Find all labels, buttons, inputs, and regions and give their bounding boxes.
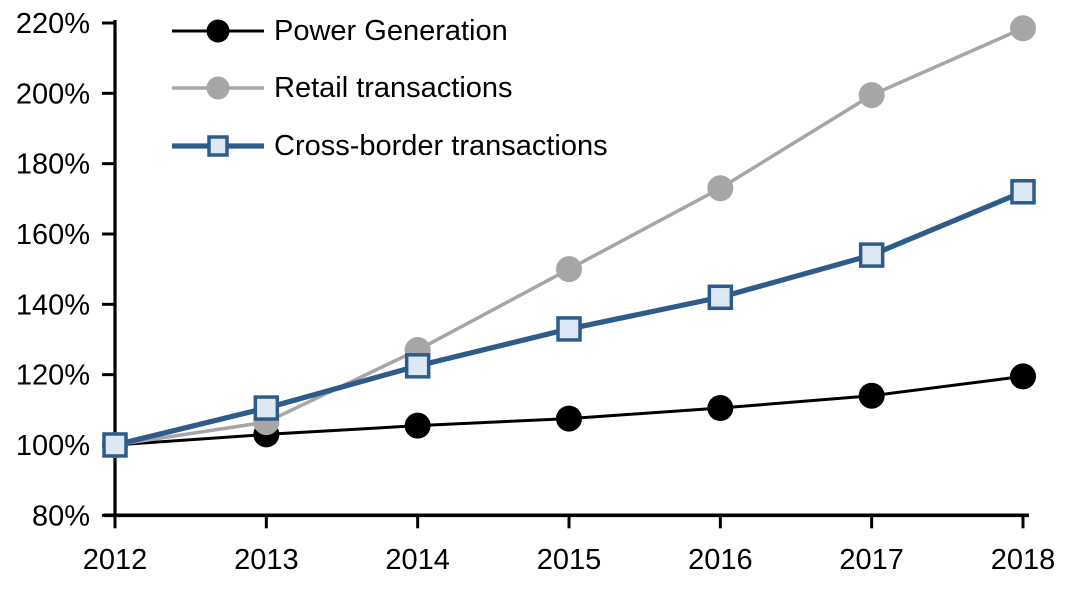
y-tick-label: 220%: [16, 8, 90, 40]
x-tick-label: 2015: [537, 544, 602, 576]
data-point-marker-power-generation: [556, 405, 582, 432]
data-point-marker-cross-border-transactions: [858, 242, 885, 268]
data-point-marker-power-generation: [707, 395, 734, 422]
x-tick-label: 2013: [234, 544, 299, 576]
data-point-marker-retail-transactions: [1010, 15, 1036, 42]
x-tick-label: 2018: [991, 544, 1056, 576]
y-tick-label: 80%: [32, 500, 90, 532]
x-tick-label: 2012: [83, 544, 148, 576]
data-point-marker-cross-border-transactions: [404, 353, 431, 379]
y-tick-label: 100%: [16, 430, 90, 462]
data-point-marker-cross-border-transactions: [1010, 179, 1036, 205]
x-tick-label: 2014: [385, 544, 450, 576]
y-tick-label: 200%: [16, 78, 90, 110]
data-point-marker-power-generation: [858, 382, 885, 409]
data-point-marker-retail-transactions: [707, 175, 734, 202]
series-line-retail-transactions: [114, 26, 1024, 447]
data-point-marker-cross-border-transactions: [556, 316, 582, 342]
y-tick-label: 180%: [16, 149, 90, 181]
data-point-marker-cross-border-transactions: [102, 432, 128, 458]
data-point-marker-cross-border-transactions: [707, 284, 734, 311]
data-point-marker-retail-transactions: [556, 256, 582, 283]
data-point-marker-retail-transactions: [858, 82, 885, 109]
data-point-marker-power-generation: [1010, 363, 1036, 390]
data-point-marker-power-generation: [404, 412, 431, 439]
x-tick-label: 2017: [839, 544, 904, 576]
y-tick-label: 120%: [16, 360, 90, 392]
y-tick-label: 160%: [16, 219, 90, 251]
data-point-marker-cross-border-transactions: [253, 395, 280, 421]
x-tick-label: 2016: [688, 544, 753, 576]
y-tick-label: 140%: [16, 289, 90, 321]
